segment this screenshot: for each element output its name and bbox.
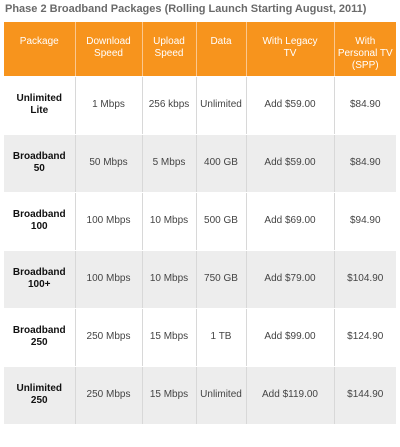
- data-cap-cell: 1 TB: [196, 308, 247, 367]
- packages-table: Package Download Speed Upload Speed Data…: [4, 22, 396, 425]
- download-speed-cell: 100 Mbps: [75, 250, 143, 309]
- header-data: Data: [196, 22, 247, 77]
- upload-speed-cell: 15 Mbps: [142, 308, 197, 367]
- download-speed-cell: 250 Mbps: [75, 366, 143, 425]
- download-speed-cell: 250 Mbps: [75, 308, 143, 367]
- header-upload-speed: Upload Speed: [142, 22, 197, 77]
- legacy-tv-price-cell: Add $59.00: [246, 76, 335, 135]
- legacy-tv-price-cell: Add $69.00: [246, 192, 335, 251]
- personal-tv-price-cell: $84.90: [334, 134, 396, 193]
- table-row: Broadband 100 100 Mbps 10 Mbps 500 GB Ad…: [4, 192, 396, 251]
- personal-tv-price-cell: $84.90: [334, 76, 396, 135]
- personal-tv-price-cell: $104.90: [334, 250, 396, 309]
- package-name-cell: Broadband 50: [4, 134, 76, 193]
- download-speed-cell: 1 Mbps: [75, 76, 143, 135]
- personal-tv-price-cell: $124.90: [334, 308, 396, 367]
- header-legacy-tv: With Legacy TV: [246, 22, 335, 77]
- data-cap-cell: 500 GB: [196, 192, 247, 251]
- header-download-speed: Download Speed: [75, 22, 143, 77]
- data-cap-cell: Unlimited: [196, 76, 247, 135]
- table-row: Broadband 50 50 Mbps 5 Mbps 400 GB Add $…: [4, 134, 396, 193]
- download-speed-cell: 100 Mbps: [75, 192, 143, 251]
- upload-speed-cell: 10 Mbps: [142, 192, 197, 251]
- package-name-cell: Broadband 250: [4, 308, 76, 367]
- legacy-tv-price-cell: Add $119.00: [246, 366, 335, 425]
- legacy-tv-price-cell: Add $59.00: [246, 134, 335, 193]
- package-name-cell: Broadband 100+: [4, 250, 76, 309]
- data-cap-cell: 750 GB: [196, 250, 247, 309]
- package-name-cell: Unlimited 250: [4, 366, 76, 425]
- upload-speed-cell: 15 Mbps: [142, 366, 197, 425]
- personal-tv-price-cell: $144.90: [334, 366, 396, 425]
- header-personal-tv: With Personal TV (SPP): [334, 22, 396, 77]
- package-name-cell: Unlimited Lite: [4, 76, 76, 135]
- package-name-cell: Broadband 100: [4, 192, 76, 251]
- download-speed-cell: 50 Mbps: [75, 134, 143, 193]
- personal-tv-price-cell: $94.90: [334, 192, 396, 251]
- header-package: Package: [4, 22, 76, 77]
- table-row: Broadband 100+ 100 Mbps 10 Mbps 750 GB A…: [4, 250, 396, 309]
- legacy-tv-price-cell: Add $99.00: [246, 308, 335, 367]
- page-title: Phase 2 Broadband Packages (Rolling Laun…: [5, 3, 367, 15]
- data-cap-cell: 400 GB: [196, 134, 247, 193]
- table-row: Broadband 250 250 Mbps 15 Mbps 1 TB Add …: [4, 308, 396, 367]
- table-row: Unlimited Lite 1 Mbps 256 kbps Unlimited…: [4, 76, 396, 135]
- legacy-tv-price-cell: Add $79.00: [246, 250, 335, 309]
- upload-speed-cell: 5 Mbps: [142, 134, 197, 193]
- table-row: Unlimited 250 250 Mbps 15 Mbps Unlimited…: [4, 366, 396, 425]
- data-cap-cell: Unlimited: [196, 366, 247, 425]
- table-header-row: Package Download Speed Upload Speed Data…: [4, 22, 396, 77]
- upload-speed-cell: 10 Mbps: [142, 250, 197, 309]
- upload-speed-cell: 256 kbps: [142, 76, 197, 135]
